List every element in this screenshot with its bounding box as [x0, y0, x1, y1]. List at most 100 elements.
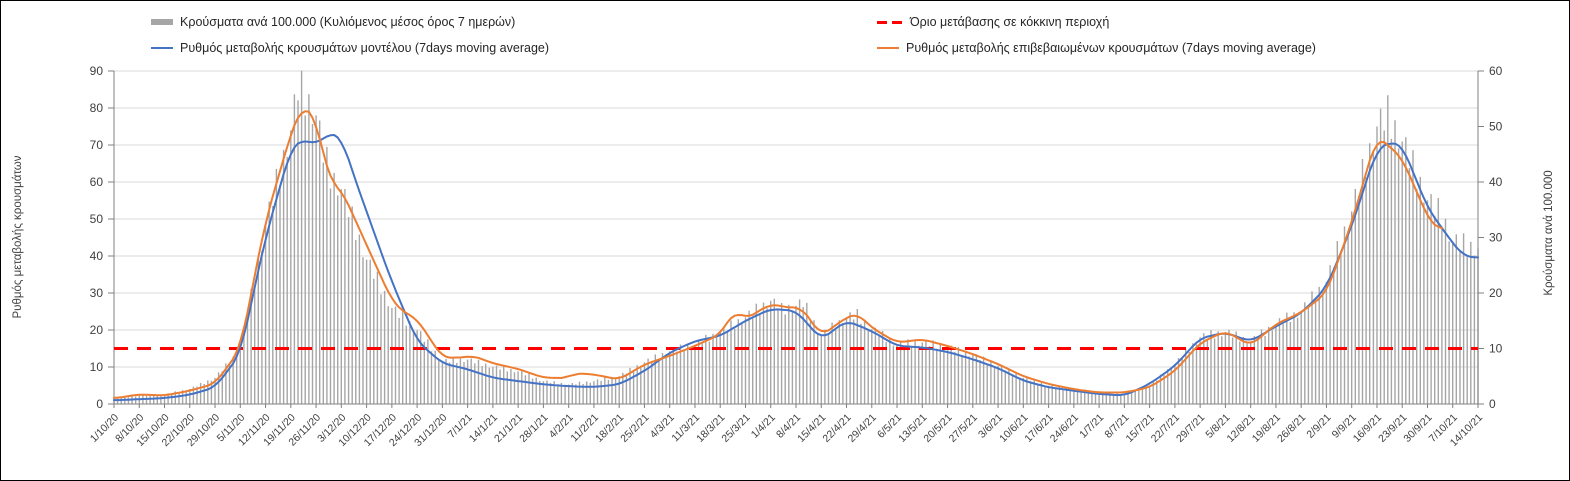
bar: [1127, 392, 1129, 404]
bar: [780, 303, 783, 404]
bar: [979, 360, 981, 404]
bar: [845, 317, 848, 404]
bar: [798, 299, 801, 404]
bar: [690, 348, 693, 404]
bar: [1033, 379, 1035, 404]
model-line: [113, 134, 1479, 402]
x-axis-date-label: 25/3/21: [719, 412, 752, 445]
bar: [943, 349, 945, 404]
bar: [293, 94, 296, 405]
bar: [1210, 330, 1212, 404]
bar: [1091, 391, 1093, 404]
bar: [1181, 358, 1183, 404]
bar: [311, 124, 314, 404]
bar: [553, 381, 555, 404]
bar: [228, 364, 231, 404]
bar: [1289, 322, 1292, 404]
bar: [611, 376, 613, 404]
bar: [1278, 318, 1281, 404]
bar: [199, 382, 202, 404]
bar: [1394, 120, 1396, 404]
bar: [679, 344, 682, 404]
bar: [1343, 226, 1346, 404]
bar: [1383, 130, 1385, 404]
right-axis-tick-label: 60: [1489, 64, 1503, 78]
bar: [232, 356, 234, 404]
bar: [355, 240, 357, 404]
bar: [452, 357, 454, 404]
bar: [632, 370, 635, 404]
bar: [1112, 393, 1115, 404]
bar: [881, 331, 884, 404]
bar: [752, 316, 754, 404]
bar: [1282, 323, 1284, 404]
bar: [362, 257, 364, 404]
bar: [214, 377, 216, 404]
bar: [405, 325, 407, 404]
bar: [1026, 377, 1028, 404]
bar: [856, 309, 858, 404]
bar: [1354, 189, 1356, 404]
bar: [928, 346, 931, 404]
bar: [1361, 159, 1364, 404]
bar: [914, 341, 916, 404]
bar: [347, 217, 350, 404]
bar: [373, 278, 375, 404]
bar: [1004, 370, 1006, 404]
bar: [701, 343, 703, 404]
bar: [207, 380, 209, 404]
bar: [1470, 241, 1472, 404]
bar: [383, 290, 386, 404]
bar: [755, 303, 757, 404]
bar: [874, 327, 877, 404]
bar: [297, 100, 299, 405]
bar: [954, 351, 956, 404]
bar: [492, 366, 494, 404]
bar: [1195, 344, 1198, 404]
bar: [1365, 177, 1367, 404]
bar: [578, 381, 581, 404]
bar: [1426, 200, 1429, 404]
bar: [676, 351, 678, 404]
bar: [972, 355, 974, 404]
bar: [1188, 352, 1190, 404]
bar: [564, 385, 566, 404]
bar: [990, 361, 992, 404]
bar: [777, 310, 779, 404]
bar: [957, 347, 960, 404]
bar: [329, 188, 332, 404]
confirmed-line-legend-swatch: [877, 47, 899, 49]
bar: [1065, 387, 1068, 404]
bar: [1314, 301, 1317, 404]
bar: [261, 250, 263, 404]
bar: [1141, 387, 1144, 404]
bar: [871, 329, 873, 404]
bar: [726, 331, 729, 404]
bar: [192, 386, 195, 404]
left-axis-tick-label: 80: [90, 101, 104, 115]
bar: [899, 341, 902, 404]
bar: [669, 351, 671, 404]
bar: [560, 383, 563, 404]
bar: [463, 362, 465, 404]
bar: [596, 379, 599, 404]
bar: [604, 377, 606, 404]
bar: [535, 377, 537, 404]
bar: [315, 115, 317, 405]
bar: [1318, 286, 1320, 404]
bar: [1304, 302, 1306, 404]
bar: [593, 381, 595, 404]
bar: [369, 259, 371, 404]
bar: [326, 146, 328, 404]
bar: [1152, 381, 1154, 404]
bar: [1387, 95, 1389, 404]
bar: [964, 351, 967, 404]
bar: [896, 344, 898, 404]
threshold-legend-swatch: [877, 20, 903, 24]
bar: [575, 384, 577, 404]
left-axis-tick-label: 30: [90, 286, 104, 300]
bar: [647, 358, 649, 404]
bar: [445, 358, 447, 404]
bar: [1296, 317, 1299, 404]
